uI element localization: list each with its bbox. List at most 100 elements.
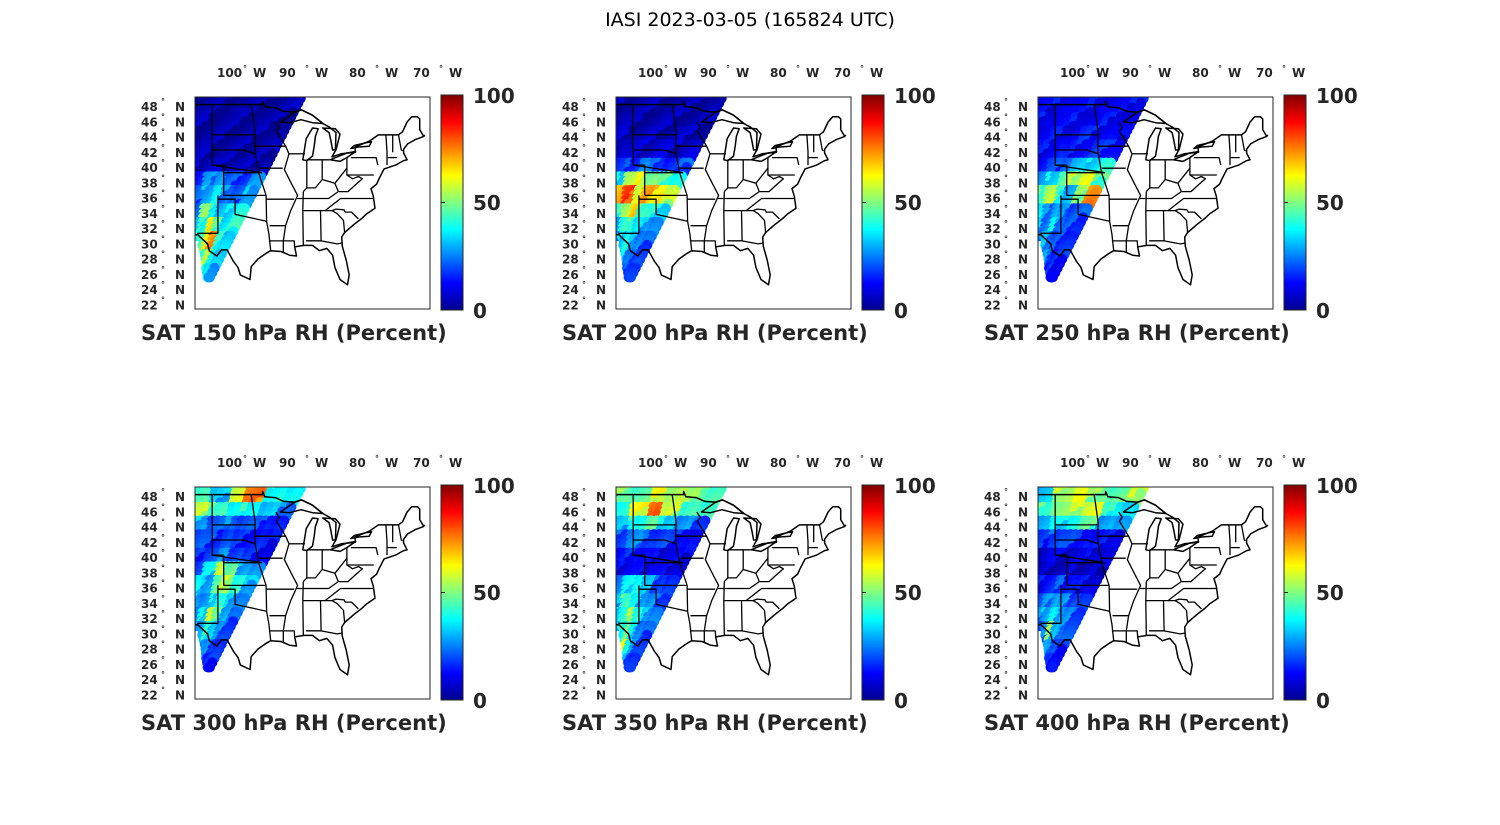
svg-text:°: °: [161, 280, 165, 289]
svg-text:°: °: [1004, 234, 1008, 243]
svg-text:30: 30: [984, 237, 1001, 251]
state-border: [1168, 598, 1202, 610]
lon-tick-label: 70 ° W: [413, 454, 462, 470]
svg-text:°: °: [1004, 295, 1008, 304]
svg-text:N: N: [175, 582, 185, 596]
lat-tick-label: 40 ° N: [984, 548, 1028, 565]
state-border: [1060, 198, 1110, 222]
lon-tick-label: 100 ° W: [638, 64, 687, 80]
svg-text:°: °: [582, 548, 586, 557]
lon-tick-label: 80 ° W: [1192, 64, 1241, 80]
great-lake: [302, 127, 319, 162]
svg-text:N: N: [596, 612, 606, 626]
state-border: [671, 494, 693, 641]
svg-text:N: N: [1018, 658, 1028, 672]
state-border: [385, 134, 388, 166]
svg-text:26: 26: [984, 658, 1001, 672]
great-lake: [1193, 140, 1216, 150]
svg-text:°: °: [305, 64, 309, 73]
colorbar-tick-label: 0: [473, 689, 487, 713]
state-border: [297, 568, 339, 590]
state-border: [759, 174, 785, 193]
svg-text:°: °: [1004, 250, 1008, 259]
svg-text:70: 70: [413, 66, 430, 80]
canada-border: [1038, 100, 1268, 158]
great-lake: [750, 150, 778, 163]
svg-text:48: 48: [141, 100, 158, 114]
map-panel: 100 ° W 90 ° W 80 ° W 70 ° W48 ° N46 ° N44 ° N42 ° N40 ° N38 °…: [562, 64, 936, 345]
state-border: [771, 546, 800, 556]
svg-text:°: °: [1004, 280, 1008, 289]
svg-text:N: N: [175, 673, 185, 687]
coastline: [616, 134, 847, 286]
state-border: [325, 598, 359, 610]
colorbar-tick-label: 50: [894, 191, 922, 215]
lon-tick-label: 70 ° W: [834, 454, 883, 470]
colorbar-tick-label: 50: [473, 191, 501, 215]
colorbar-tick-label: 100: [473, 474, 515, 498]
colorbar-tick-label: 0: [1316, 689, 1330, 713]
svg-text:N: N: [1018, 268, 1028, 282]
state-border: [689, 630, 717, 637]
great-lake: [723, 517, 740, 552]
state-border: [350, 546, 379, 556]
svg-text:80: 80: [349, 66, 366, 80]
lat-tick-label: 32 ° N: [141, 219, 185, 236]
svg-text:34: 34: [984, 597, 1001, 611]
svg-text:N: N: [175, 222, 185, 236]
lat-tick-label: 36 ° N: [562, 579, 606, 596]
svg-text:W: W: [315, 456, 328, 470]
state-border: [1055, 554, 1106, 564]
state-border: [268, 240, 296, 247]
svg-text:W: W: [1096, 456, 1109, 470]
state-border: [723, 197, 795, 212]
panel-title: SAT 250 hPa RH (Percent): [984, 321, 1290, 345]
lat-tick-label: 32 ° N: [984, 609, 1028, 626]
svg-text:N: N: [596, 490, 606, 504]
svg-text:38: 38: [984, 566, 1001, 580]
svg-text:22: 22: [562, 688, 579, 702]
svg-text:°: °: [305, 454, 309, 463]
svg-text:N: N: [175, 237, 185, 251]
svg-text:36: 36: [141, 582, 158, 596]
svg-text:°: °: [582, 295, 586, 304]
map-frame: [1037, 96, 1274, 310]
svg-text:N: N: [175, 253, 185, 267]
svg-text:°: °: [582, 143, 586, 152]
svg-text:22: 22: [562, 298, 579, 312]
lon-tick-label: 90 ° W: [1122, 454, 1171, 470]
svg-text:°: °: [1004, 518, 1008, 527]
svg-text:W: W: [253, 456, 266, 470]
svg-text:26: 26: [562, 658, 579, 672]
lat-tick-label: 46 ° N: [141, 112, 185, 129]
svg-text:N: N: [596, 146, 606, 160]
svg-text:W: W: [1292, 66, 1305, 80]
lat-tick-label: 44 ° N: [141, 518, 185, 535]
svg-text:N: N: [596, 673, 606, 687]
state-border: [297, 178, 339, 200]
svg-text:N: N: [1018, 115, 1028, 129]
svg-text:34: 34: [141, 597, 158, 611]
colorbar-tick-label: 0: [894, 689, 908, 713]
great-lake: [350, 140, 373, 150]
svg-text:°: °: [582, 609, 586, 618]
svg-text:34: 34: [562, 207, 579, 221]
svg-text:°: °: [161, 143, 165, 152]
svg-text:°: °: [1004, 640, 1008, 649]
colorbar-tick-label: 100: [473, 84, 515, 108]
state-border: [718, 178, 760, 200]
lat-tick-label: 38 ° N: [141, 563, 185, 580]
figure-title: IASI 2023-03-05 (165824 UTC): [605, 9, 895, 31]
lat-tick-label: 48 ° N: [562, 97, 606, 114]
colorbar-tick-label: 100: [894, 84, 936, 108]
map-panel: 100 ° W 90 ° W 80 ° W 70 ° W48 ° N46 ° N44 ° N42 ° N40 ° N38 °…: [141, 64, 515, 345]
svg-text:W: W: [806, 456, 819, 470]
state-border: [331, 210, 346, 233]
lat-tick-label: 30 ° N: [984, 624, 1028, 641]
lon-tick-label: 70 ° W: [834, 64, 883, 80]
svg-text:N: N: [175, 566, 185, 580]
svg-text:N: N: [175, 146, 185, 160]
lat-tick-label: 26 ° N: [141, 265, 185, 282]
svg-text:N: N: [1018, 536, 1028, 550]
